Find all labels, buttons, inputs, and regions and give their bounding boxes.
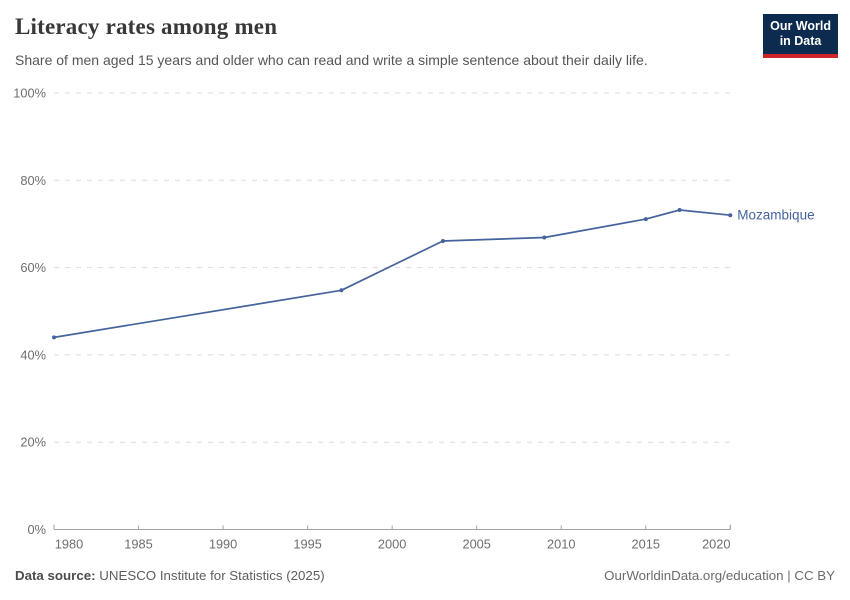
data-point-1997[interactable] (339, 288, 344, 293)
series-end-label-mozambique[interactable]: Mozambique (737, 208, 814, 223)
x-tick-label-2000: 2000 (378, 537, 406, 552)
data-point-2015[interactable] (643, 217, 648, 222)
data-point-2009[interactable] (542, 235, 547, 240)
data-point-2017[interactable] (677, 208, 682, 212)
x-tick-label-2005: 2005 (462, 537, 490, 552)
y-tick-label-100: 100% (13, 86, 46, 101)
x-tick-label-1990: 1990 (209, 537, 237, 552)
chart-subtitle: Share of men aged 15 years and older who… (15, 52, 648, 68)
chart-title: Literacy rates among men (15, 14, 278, 39)
y-tick-label-80: 80% (20, 173, 46, 188)
data-point-2003[interactable] (440, 239, 445, 243)
x-tick-label-1985: 1985 (124, 537, 152, 552)
owid-logo-line2: in Data (779, 34, 822, 49)
owid-logo-line1: Our World (770, 19, 831, 33)
y-tick-label-60: 60% (20, 260, 46, 275)
x-tick-label-2010: 2010 (547, 537, 575, 552)
data-source-label: Data source: (15, 568, 96, 583)
data-source-note: Data source: UNESCO Institute for Statis… (15, 568, 325, 583)
x-tick-label-1995: 1995 (293, 537, 321, 552)
credit-link[interactable]: OurWorldinData.org/education | CC BY (604, 568, 835, 583)
data-point-2020[interactable] (728, 213, 733, 218)
series-line-mozambique[interactable] (53, 209, 731, 339)
y-tick-label-40: 40% (20, 347, 46, 362)
x-tick-label-2020: 2020 (702, 537, 730, 552)
owid-logo[interactable]: Our World in Data (763, 14, 838, 58)
y-tick-label-0: 0% (28, 522, 47, 537)
data-point-1980[interactable] (52, 335, 56, 340)
chart-footer: Data source: UNESCO Institute for Statis… (15, 568, 835, 583)
y-tick-label-20: 20% (20, 435, 46, 450)
x-tick-label-2015: 2015 (632, 537, 660, 552)
x-tick-label-1980: 1980 (55, 537, 83, 552)
data-source-text: UNESCO Institute for Statistics (2025) (95, 568, 325, 583)
